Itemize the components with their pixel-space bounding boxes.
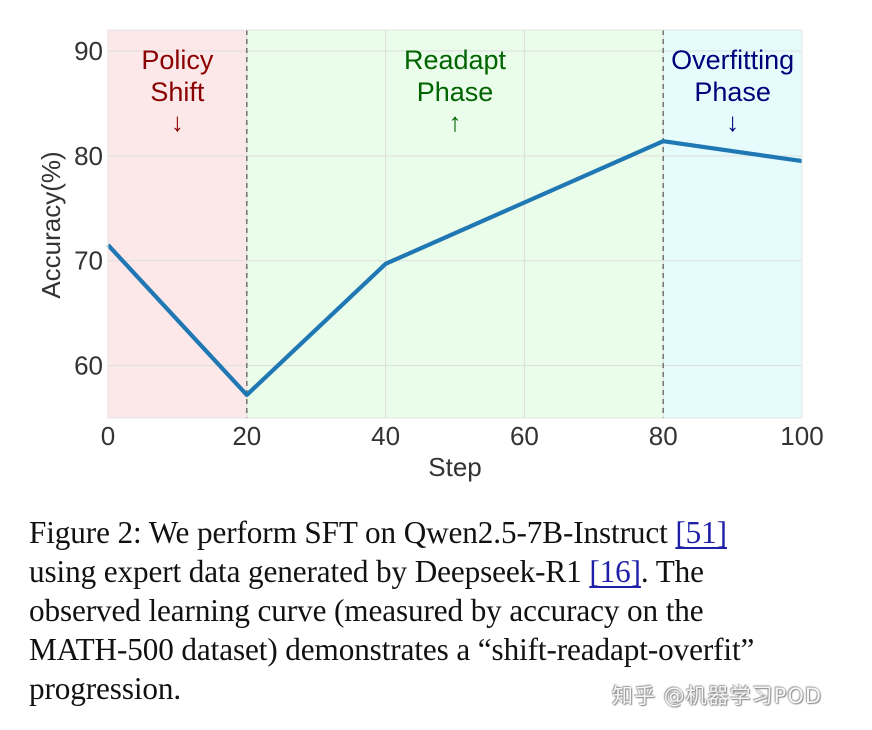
phase-arrow: ↓ xyxy=(726,107,739,137)
y-axis-label: Accuracy(%) xyxy=(36,151,66,298)
x-tick-label: 0 xyxy=(101,421,115,451)
caption-line-2: using expert data generated by Deepseek-… xyxy=(29,552,849,591)
phase-arrow: ↑ xyxy=(449,107,462,137)
x-axis-label: Step xyxy=(428,452,482,482)
phase-label-text: Phase xyxy=(694,77,771,107)
x-tick-label: 20 xyxy=(232,421,261,451)
x-tick-label: 60 xyxy=(510,421,539,451)
plot-frame xyxy=(107,29,803,419)
figure-caption: Figure 2: We perform SFT on Qwen2.5-7B-I… xyxy=(29,513,849,708)
phase-region-1 xyxy=(246,30,664,418)
phase-label-text: Phase xyxy=(417,77,494,107)
phase-labels: PolicyShift↓ReadaptPhase↑OverfittingPhas… xyxy=(141,45,794,137)
phase-label-text: Readapt xyxy=(404,45,507,75)
watermark-text: 知乎 @机器学习POD xyxy=(612,684,823,708)
y-tick-label: 70 xyxy=(74,246,103,276)
tick-labels: 0 20 40 60 80 100 60 70 80 90 xyxy=(74,36,824,451)
caption-text: . The xyxy=(640,554,704,589)
phase-region-0 xyxy=(108,30,247,418)
caption-line-5: progression. xyxy=(29,671,182,706)
plot-border xyxy=(107,29,803,419)
citation-link-16[interactable]: [16] xyxy=(589,554,641,589)
caption-text: Figure 2: We perform SFT on Qwen2.5-7B-I… xyxy=(29,515,676,550)
phase-arrow: ↓ xyxy=(171,107,184,137)
y-tick-label: 90 xyxy=(74,36,103,66)
y-tick-label: 60 xyxy=(74,351,103,381)
caption-line-3: observed learning curve (measured by acc… xyxy=(29,593,704,628)
caption-text: using expert data generated by Deepseek-… xyxy=(29,554,590,589)
x-tick-label: 100 xyxy=(780,421,823,451)
phase-boundaries xyxy=(246,30,665,418)
caption-line-1: Figure 2: We perform SFT on Qwen2.5-7B-I… xyxy=(29,513,849,552)
caption-line-4: MATH-500 dataset) demonstrates a “shift-… xyxy=(29,632,755,667)
x-tick-label: 80 xyxy=(649,421,678,451)
x-tick-label: 40 xyxy=(371,421,400,451)
phase-label-text: Shift xyxy=(150,77,205,107)
phase-backgrounds xyxy=(108,30,802,418)
citation-link-51[interactable]: [51] xyxy=(675,515,727,550)
learning-curve-chart: PolicyShift↓ReadaptPhase↑OverfittingPhas… xyxy=(36,29,824,482)
phase-label-text: Overfitting xyxy=(671,45,794,75)
y-tick-label: 80 xyxy=(74,141,103,171)
phase-region-2 xyxy=(663,30,802,418)
phase-label-text: Policy xyxy=(141,45,214,75)
